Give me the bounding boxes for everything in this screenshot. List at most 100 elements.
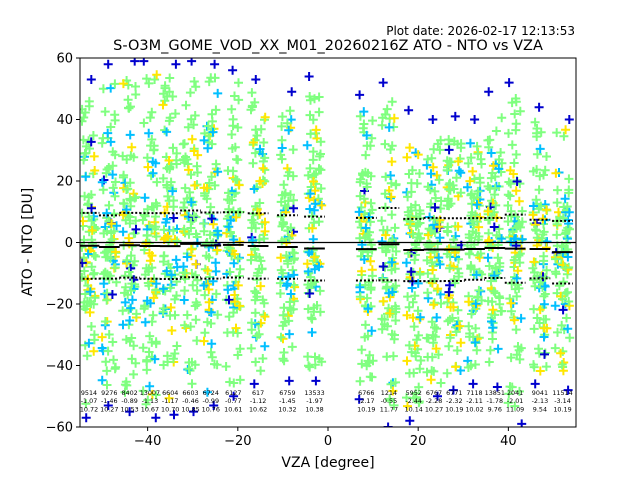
data-point: [474, 222, 484, 232]
scatter-column: [275, 87, 300, 386]
data-point: [189, 146, 199, 156]
data-point: [316, 165, 326, 175]
bin-std-label: 11.77: [380, 405, 398, 413]
data-point: [100, 222, 110, 232]
bin-count-label: 8402: [121, 389, 137, 397]
data-point: [367, 326, 377, 336]
data-point: [183, 122, 193, 132]
data-point: [203, 279, 213, 289]
data-point: [80, 191, 90, 201]
data-point: [314, 92, 324, 102]
data-point: [99, 279, 109, 289]
data-point: [539, 314, 549, 324]
data-point: [552, 198, 562, 208]
data-point: [515, 106, 525, 116]
data-point: [131, 90, 141, 99]
data-point: [306, 129, 316, 139]
data-point: [147, 135, 157, 144]
data-point: [120, 380, 130, 390]
data-point: [107, 290, 117, 299]
data-point: [492, 230, 502, 240]
data-point: [286, 223, 296, 233]
scatter-column: [402, 105, 426, 426]
data-point: [86, 75, 96, 84]
data-point: [431, 193, 441, 203]
data-point: [302, 140, 312, 150]
data-point: [451, 362, 461, 372]
data-point: [413, 306, 423, 316]
data-point: [150, 354, 160, 364]
bin-std-label: 10.61: [224, 405, 242, 413]
data-point: [308, 155, 318, 165]
data-point: [84, 338, 94, 348]
data-point: [229, 258, 239, 268]
data-point: [388, 351, 398, 361]
data-point: [406, 178, 416, 188]
data-point: [308, 147, 318, 157]
data-point: [169, 202, 178, 212]
data-point: [102, 380, 112, 390]
data-point: [444, 287, 454, 297]
bin-mean-label: -2.32: [446, 397, 463, 405]
data-point: [223, 285, 233, 295]
data-point: [224, 222, 234, 232]
data-point: [310, 264, 320, 274]
data-point: [384, 122, 394, 132]
data-point: [563, 385, 573, 395]
data-point: [365, 141, 375, 151]
data-point: [251, 201, 260, 211]
data-point: [100, 107, 110, 117]
data-point: [427, 366, 437, 376]
data-point: [390, 223, 400, 233]
y-axis-ticks: −60 −40 −20 0 20 40 60: [46, 52, 80, 436]
data-point: [368, 356, 378, 366]
data-point: [488, 323, 498, 333]
data-point: [102, 295, 112, 305]
data-point: [89, 268, 99, 278]
data-point: [402, 152, 412, 162]
data-point: [528, 166, 538, 176]
data-point: [118, 320, 128, 330]
data-point: [488, 305, 498, 315]
data-point: [383, 241, 393, 251]
data-point: [304, 72, 314, 81]
data-point: [139, 245, 149, 255]
bin-mean-label: -2.11: [466, 397, 483, 405]
data-point: [260, 341, 270, 351]
data-point: [171, 59, 181, 69]
data-point: [494, 224, 504, 234]
data-point: [210, 59, 220, 69]
data-point: [145, 113, 155, 123]
bin-std-label: 10.67: [141, 405, 159, 413]
bin-mean-label: -0.46: [182, 397, 199, 405]
data-point: [106, 122, 116, 132]
data-point: [287, 87, 297, 97]
data-point: [472, 270, 481, 280]
data-point: [406, 206, 416, 215]
data-point: [364, 277, 374, 287]
data-point: [382, 104, 392, 114]
data-point: [89, 151, 99, 161]
data-point: [491, 200, 501, 210]
data-point: [160, 233, 170, 243]
x-tick-label: 0: [324, 434, 332, 449]
data-point: [511, 186, 521, 196]
bin-count-label: 617: [252, 389, 264, 397]
data-point: [427, 352, 437, 362]
bin-statistics: 9514-1.0710.729276-1.4610.278402-0.8910.…: [80, 389, 573, 413]
data-point: [310, 186, 320, 196]
data-point: [463, 182, 472, 192]
data-point: [251, 75, 261, 84]
bin-count-label: 7118: [466, 389, 482, 397]
data-point: [387, 265, 397, 275]
data-point: [139, 118, 149, 128]
data-point: [281, 251, 291, 260]
data-point: [450, 111, 460, 121]
data-point: [497, 234, 507, 244]
bin-count-label: 6127: [225, 389, 241, 397]
data-point: [164, 156, 174, 165]
bin-mean-label: -2.13: [532, 397, 549, 405]
data-point: [471, 228, 481, 238]
data-point: [109, 355, 118, 365]
data-point: [513, 266, 523, 276]
